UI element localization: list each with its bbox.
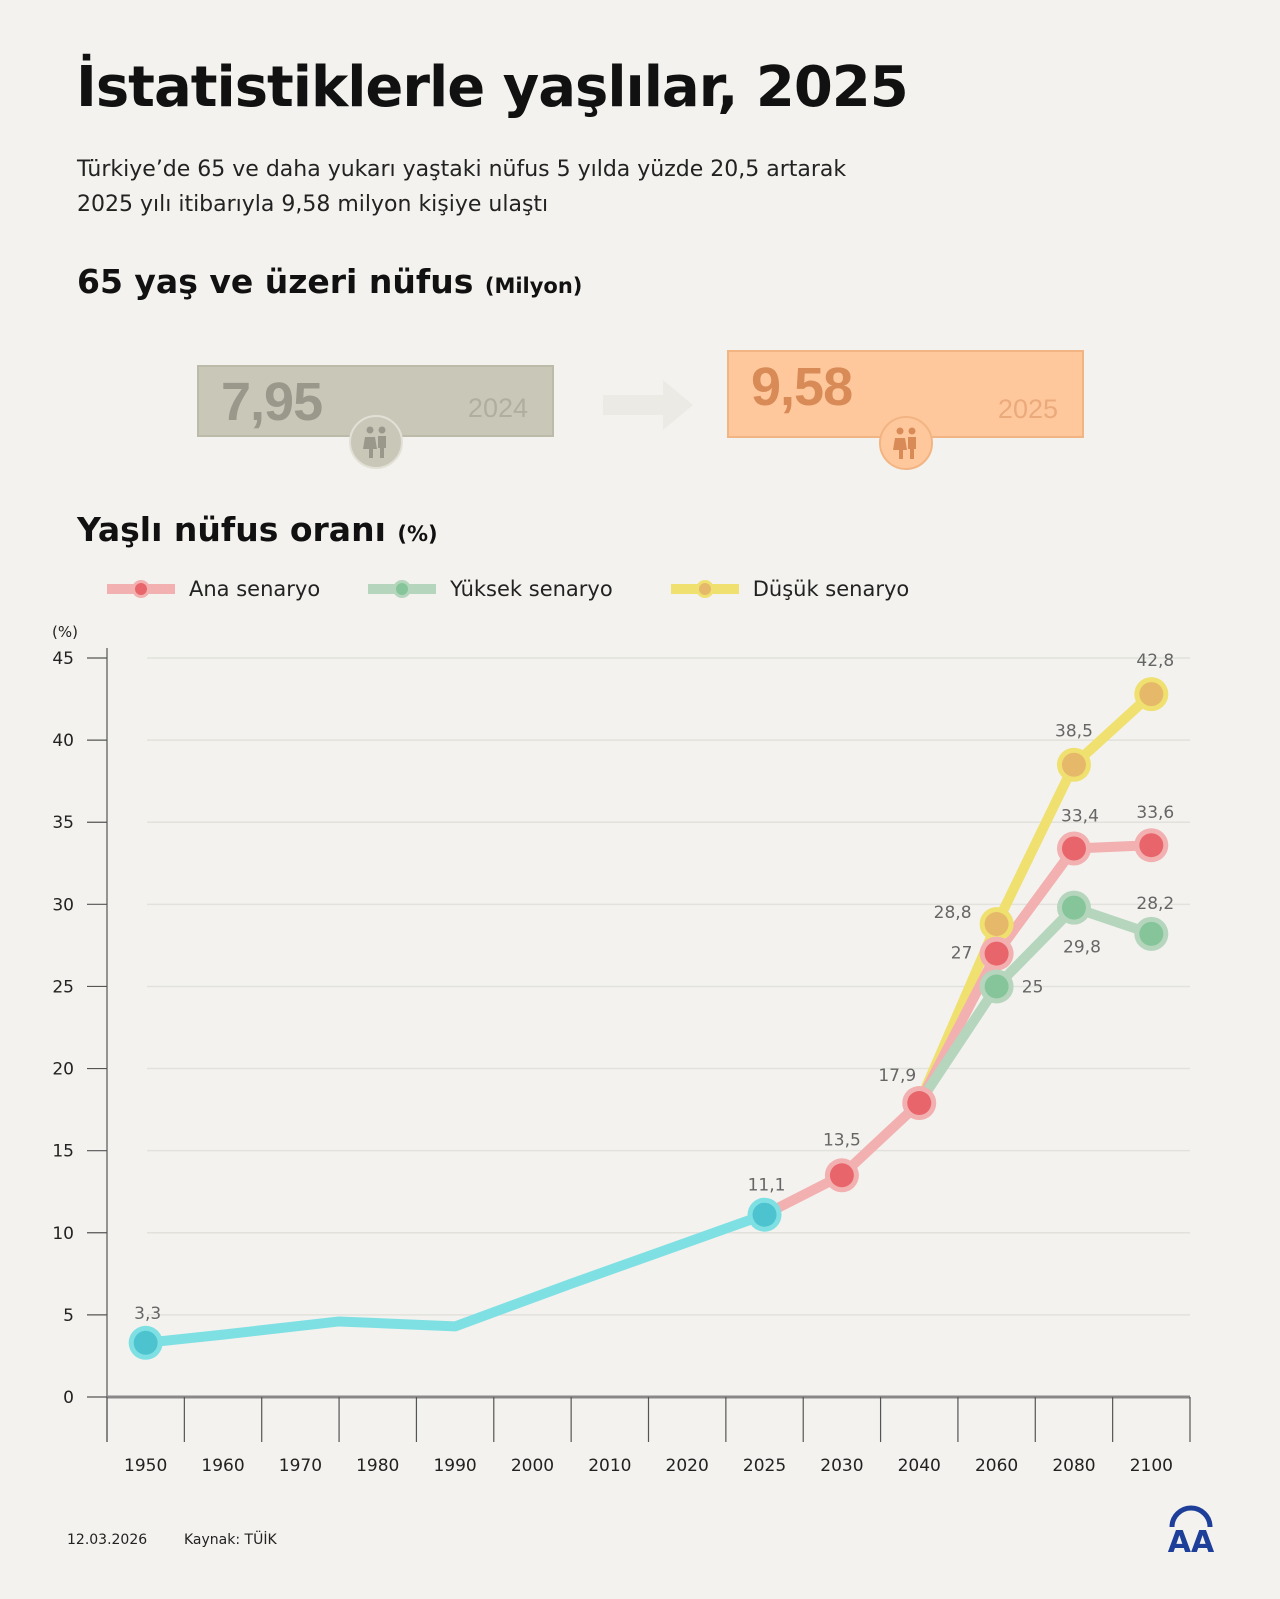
data-point bbox=[829, 1163, 854, 1188]
population-card-2025: 9,58 2025 bbox=[727, 350, 1084, 470]
data-label: 3,3 bbox=[134, 1304, 161, 1324]
legend-item-yuksek: Yüksek senaryo bbox=[368, 577, 613, 601]
series-line-Düşük senaryo bbox=[914, 689, 1157, 1109]
data-point bbox=[1139, 682, 1164, 707]
population-value: 7,95 bbox=[221, 372, 323, 432]
data-label: 27 bbox=[951, 944, 973, 964]
data-point bbox=[1061, 895, 1086, 920]
population-card-2024: 7,95 2024 bbox=[197, 365, 554, 469]
series-line-Yüksek senaryo bbox=[914, 902, 1157, 1109]
legend-marker bbox=[107, 580, 175, 598]
x-tick-label: 2060 bbox=[975, 1456, 1018, 1476]
data-label: 29,8 bbox=[1063, 938, 1101, 958]
aa-logo: AA bbox=[1166, 1505, 1216, 1560]
x-tick-label: 2080 bbox=[1052, 1456, 1095, 1476]
data-label: 11,1 bbox=[748, 1176, 786, 1196]
source: Kaynak: TÜİK bbox=[184, 1532, 277, 1548]
data-point bbox=[1139, 833, 1164, 858]
x-tick-label: 1990 bbox=[433, 1456, 476, 1476]
svg-text:AA: AA bbox=[1168, 1525, 1215, 1555]
data-point bbox=[984, 974, 1009, 999]
y-tick-label: 15 bbox=[52, 1142, 74, 1162]
ratio-unit: (%) bbox=[397, 522, 438, 546]
arrow-right-icon bbox=[603, 380, 693, 434]
data-label: 38,5 bbox=[1055, 722, 1093, 742]
x-tick-label: 2100 bbox=[1130, 1456, 1173, 1476]
population-year: 2024 bbox=[467, 393, 528, 423]
y-tick-label: 0 bbox=[63, 1388, 74, 1408]
legend-item-dusuk: Düşük senaryo bbox=[670, 577, 910, 601]
data-point bbox=[1061, 752, 1086, 777]
elderly-couple-icon bbox=[349, 415, 403, 469]
legend-item-ana: Ana senaryo bbox=[107, 577, 320, 601]
subtitle: Türkiye’de 65 ve daha yukarı yaştaki nüf… bbox=[77, 152, 977, 222]
y-tick-label: 10 bbox=[52, 1224, 74, 1244]
ratio-heading-text: Yaşlı nüfus oranı bbox=[77, 510, 386, 549]
x-tick-label: 2040 bbox=[898, 1456, 941, 1476]
x-tick-label: 2020 bbox=[666, 1456, 709, 1476]
subtitle-line-2: 2025 yılı itibarıyla 9,58 milyon kişiye … bbox=[77, 192, 549, 217]
x-tick-label: 1950 bbox=[124, 1456, 167, 1476]
data-label: 17,9 bbox=[878, 1066, 916, 1086]
data-point bbox=[752, 1202, 777, 1227]
data-label: 33,6 bbox=[1136, 803, 1174, 823]
chart-legend: Ana senaryo Yüksek senaryo Düşük senaryo bbox=[107, 577, 909, 601]
legend-label: Yüksek senaryo bbox=[450, 577, 613, 601]
data-point bbox=[984, 941, 1009, 966]
data-point bbox=[1061, 836, 1086, 861]
population-value: 9,58 bbox=[751, 357, 853, 417]
data-label: 28,2 bbox=[1136, 894, 1174, 914]
y-tick-label: 45 bbox=[52, 649, 74, 669]
data-label: 13,5 bbox=[823, 1130, 861, 1150]
data-point bbox=[984, 912, 1009, 937]
y-tick-label: 20 bbox=[52, 1060, 74, 1080]
legend-label: Düşük senaryo bbox=[752, 577, 910, 601]
ratio-heading: Yaşlı nüfus oranı (%) bbox=[77, 510, 438, 549]
x-tick-label: 2000 bbox=[511, 1456, 554, 1476]
page-title: İstatistiklerle yaşlılar, 2025 bbox=[76, 55, 909, 120]
series-line-Ana senaryo bbox=[759, 840, 1157, 1220]
y-tick-label: 25 bbox=[52, 977, 74, 997]
population-unit: (Milyon) bbox=[484, 274, 583, 298]
x-tick-label: 2025 bbox=[743, 1456, 786, 1476]
population-heading-text: 65 yaş ve üzeri nüfus bbox=[77, 262, 474, 301]
x-tick-label: 2030 bbox=[820, 1456, 863, 1476]
legend-marker bbox=[368, 580, 437, 598]
elderly-couple-icon bbox=[879, 416, 933, 470]
y-tick-label: 40 bbox=[52, 731, 74, 751]
data-label: 25 bbox=[1022, 977, 1044, 997]
data-point bbox=[1139, 921, 1164, 946]
data-point bbox=[907, 1091, 932, 1116]
population-year: 2025 bbox=[997, 394, 1058, 424]
publish-date: 12.03.2026 bbox=[67, 1532, 148, 1548]
y-axis-label: (%) bbox=[52, 623, 78, 641]
legend-label: Ana senaryo bbox=[189, 577, 321, 601]
data-label: 42,8 bbox=[1136, 651, 1174, 671]
data-point bbox=[133, 1330, 158, 1355]
y-tick-label: 30 bbox=[52, 895, 74, 915]
x-tick-label: 1960 bbox=[201, 1456, 244, 1476]
x-tick-label: 2010 bbox=[588, 1456, 631, 1476]
y-tick-label: 35 bbox=[52, 813, 74, 833]
data-label: 33,4 bbox=[1061, 806, 1099, 826]
x-tick-label: 1970 bbox=[279, 1456, 322, 1476]
data-label: 28,8 bbox=[934, 903, 972, 923]
y-tick-label: 5 bbox=[63, 1306, 74, 1326]
historical-line bbox=[140, 1209, 770, 1348]
population-heading: 65 yaş ve üzeri nüfus (Milyon) bbox=[77, 262, 582, 301]
legend-marker bbox=[670, 580, 739, 598]
subtitle-line-1: Türkiye’de 65 ve daha yukarı yaştaki nüf… bbox=[77, 157, 847, 182]
x-tick-label: 1980 bbox=[356, 1456, 399, 1476]
